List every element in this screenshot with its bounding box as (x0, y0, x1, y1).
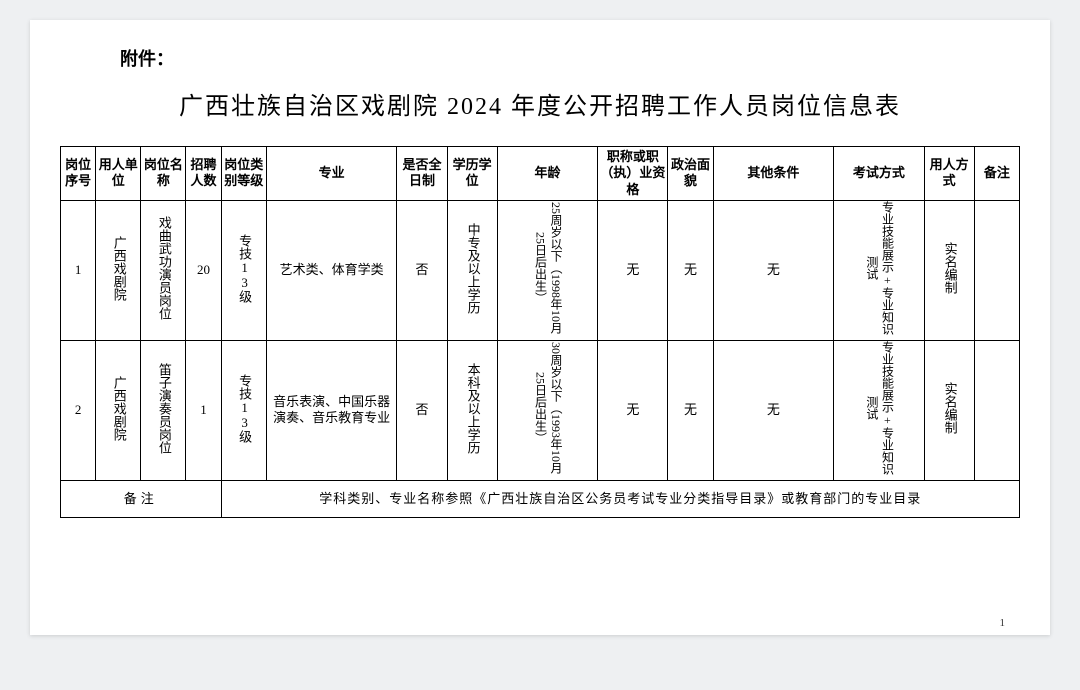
cell-employer: 广西戏剧院 (96, 200, 141, 340)
cell-political: 无 (668, 200, 713, 340)
col-header: 年龄 (497, 147, 597, 201)
cell-exam: 专业技能展示+专业知识测试 (834, 200, 924, 340)
page-number: 1 (1000, 617, 1006, 629)
col-header: 备注 (974, 147, 1019, 201)
table-row: 2 广西戏剧院 笛子演奏员岗位 1 专技13级 音乐表演、中国乐器演奏、音乐教育… (61, 340, 1020, 480)
col-header: 专业 (266, 147, 397, 201)
cell-level: 专技13级 (221, 200, 266, 340)
cell-edu: 中专及以上学历 (447, 200, 497, 340)
cell-edu: 本科及以上学历 (447, 340, 497, 480)
cell-count: 1 (186, 340, 221, 480)
cell-other: 无 (713, 340, 834, 480)
cell-no: 2 (61, 340, 96, 480)
cell-hire: 实名编制 (924, 200, 974, 340)
table-row: 1 广西戏剧院 戏曲武功演员岗位 20 专技13级 艺术类、体育学类 否 中专及… (61, 200, 1020, 340)
col-header: 岗位序号 (61, 147, 96, 201)
cell-post: 笛子演奏员岗位 (141, 340, 186, 480)
col-header: 职称或职（执）业资格 (598, 147, 668, 201)
cell-major: 艺术类、体育学类 (266, 200, 397, 340)
footnote-text: 学科类别、专业名称参照《广西壮族自治区公务员考试专业分类指导目录》或教育部门的专… (221, 480, 1019, 517)
col-header: 招聘人数 (186, 147, 221, 201)
recruitment-table: 岗位序号 用人单位 岗位名称 招聘人数 岗位类别等级 专业 是否全日制 学历学位… (60, 146, 1020, 518)
col-header: 用人方式 (924, 147, 974, 201)
cell-level: 专技13级 (221, 340, 266, 480)
cell-no: 1 (61, 200, 96, 340)
cell-post: 戏曲武功演员岗位 (141, 200, 186, 340)
col-header: 学历学位 (447, 147, 497, 201)
col-header: 岗位类别等级 (221, 147, 266, 201)
cell-fulltime: 否 (397, 200, 447, 340)
cell-cert: 无 (598, 340, 668, 480)
footnote-label: 备注 (61, 480, 222, 517)
cell-employer: 广西戏剧院 (96, 340, 141, 480)
cell-major: 音乐表演、中国乐器演奏、音乐教育专业 (266, 340, 397, 480)
col-header: 用人单位 (96, 147, 141, 201)
cell-fulltime: 否 (397, 340, 447, 480)
cell-remark (974, 200, 1019, 340)
col-header: 其他条件 (713, 147, 834, 201)
col-header: 是否全日制 (397, 147, 447, 201)
table-header-row: 岗位序号 用人单位 岗位名称 招聘人数 岗位类别等级 专业 是否全日制 学历学位… (61, 147, 1020, 201)
document-title: 广西壮族自治区戏剧院 2024 年度公开招聘工作人员岗位信息表 (60, 86, 1020, 121)
cell-count: 20 (186, 200, 221, 340)
col-header: 考试方式 (834, 147, 924, 201)
table-footnote-row: 备注 学科类别、专业名称参照《广西壮族自治区公务员考试专业分类指导目录》或教育部… (61, 480, 1020, 517)
col-header: 岗位名称 (141, 147, 186, 201)
cell-other: 无 (713, 200, 834, 340)
cell-political: 无 (668, 340, 713, 480)
cell-remark (974, 340, 1019, 480)
cell-age: 30周岁以下（1993年10月25日后出生） (497, 340, 597, 480)
cell-age: 25周岁以下（1998年10月25日后出生） (497, 200, 597, 340)
cell-cert: 无 (598, 200, 668, 340)
cell-exam: 专业技能展示+专业知识测试 (834, 340, 924, 480)
attachment-label: 附件： (120, 45, 1020, 71)
cell-hire: 实名编制 (924, 340, 974, 480)
col-header: 政治面貌 (668, 147, 713, 201)
document-page: 附件： 广西壮族自治区戏剧院 2024 年度公开招聘工作人员岗位信息表 岗位序号… (30, 20, 1050, 635)
